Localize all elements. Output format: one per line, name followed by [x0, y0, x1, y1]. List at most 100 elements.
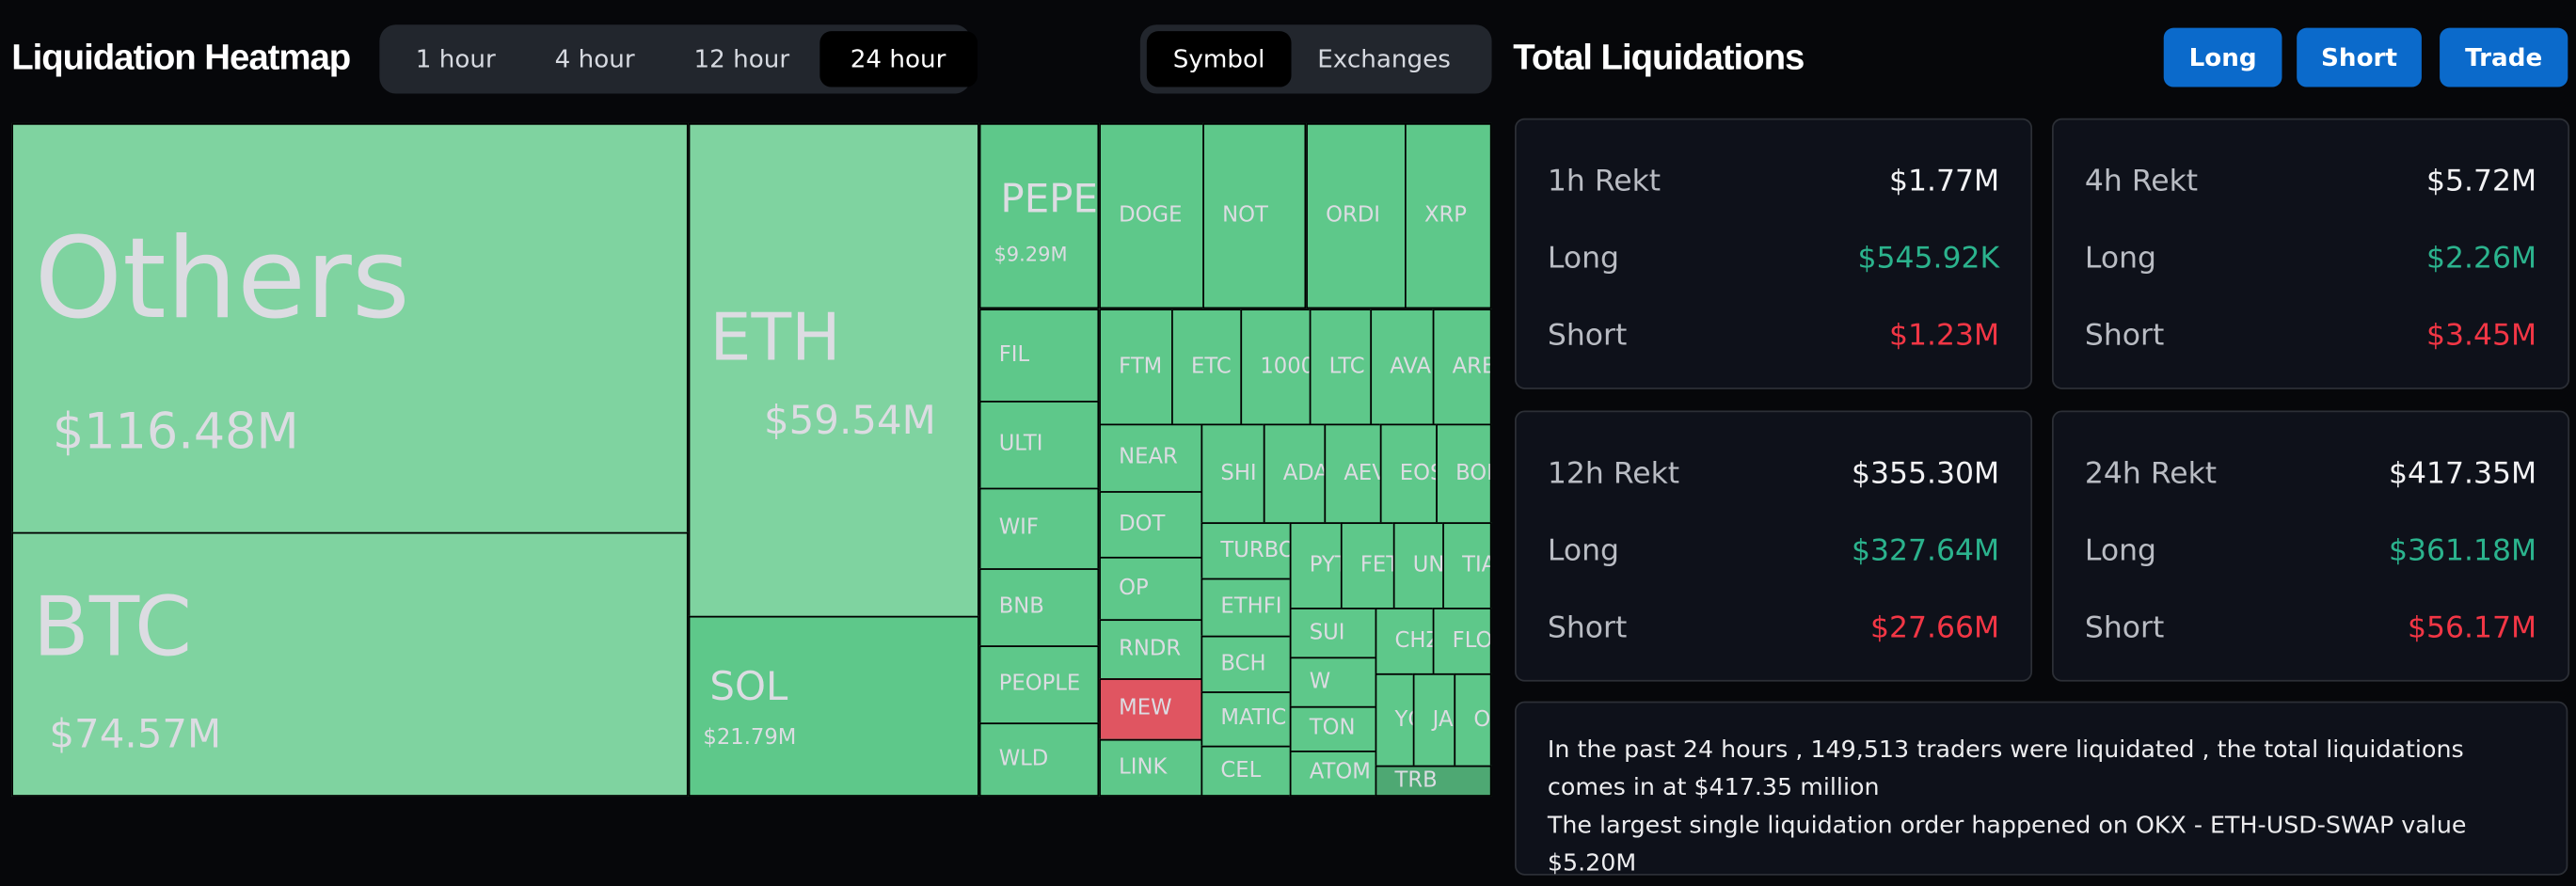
- cell-symbol: MATIC: [1220, 705, 1287, 732]
- treemap-cell-not[interactable]: NOT: [1202, 122, 1307, 309]
- cell-symbol: TRB: [1394, 768, 1438, 794]
- cell-symbol: ULTI: [998, 432, 1043, 457]
- treemap-cell-shi[interactable]: SHI: [1201, 423, 1265, 525]
- cell-value: $9.29M: [994, 243, 1068, 266]
- tab-1-hour[interactable]: 1 hour: [415, 44, 496, 74]
- treemap-cell-ja[interactable]: JA: [1412, 672, 1456, 767]
- treemap-cell-pepe[interactable]: PEPE $9.29M: [978, 122, 1100, 309]
- treemap-cell-cel[interactable]: CEL: [1201, 745, 1292, 797]
- cell-symbol: TURBO: [1220, 537, 1292, 563]
- treemap-cell-bch[interactable]: BCH: [1201, 635, 1292, 693]
- treemap-cell-flo[interactable]: FLO: [1432, 608, 1492, 675]
- treemap-cell-ethfi[interactable]: ETHFI: [1201, 577, 1292, 638]
- cell-symbol: PEPE: [1000, 175, 1098, 222]
- treemap-cell-eth[interactable]: ETH $59.54M: [688, 122, 979, 618]
- cell-symbol: EOS: [1399, 460, 1436, 486]
- cell-symbol: BNB: [998, 594, 1044, 620]
- rekt-row-short: Short $56.17M: [2085, 611, 2536, 646]
- trade-button[interactable]: Trade: [2440, 27, 2568, 87]
- treemap-cell-atom[interactable]: ATOM: [1289, 751, 1377, 797]
- cell-symbol: BCH: [1220, 651, 1266, 676]
- treemap-cell-arb[interactable]: ARB: [1432, 309, 1492, 426]
- treemap-cell-w[interactable]: W: [1289, 657, 1377, 708]
- treemap-cell-ton[interactable]: TON: [1289, 705, 1377, 752]
- cell-symbol: FTM: [1119, 354, 1163, 379]
- rekt-label: Long: [2084, 241, 2156, 277]
- treemap-cell-1000[interactable]: 1000: [1240, 309, 1312, 426]
- treemap-cell-op[interactable]: OP: [1099, 556, 1203, 622]
- treemap-cell-wld[interactable]: WLD: [978, 722, 1100, 797]
- tab-symbol[interactable]: Symbol: [1146, 31, 1292, 87]
- treemap-cell-xrp[interactable]: XRP: [1405, 122, 1492, 309]
- treemap-cell-rndr[interactable]: RNDR: [1099, 619, 1203, 680]
- cell-symbol: RNDR: [1119, 636, 1182, 661]
- treemap-cell-eos[interactable]: EOS: [1379, 423, 1438, 525]
- cell-symbol: SOL: [709, 663, 788, 710]
- tab-4-hour[interactable]: 4 hour: [554, 44, 635, 74]
- treemap-cell-wif[interactable]: WIF: [978, 487, 1100, 570]
- cell-symbol: SUI: [1309, 620, 1345, 645]
- treemap-cell-yg[interactable]: YG: [1375, 672, 1417, 767]
- treemap-cell-ftm[interactable]: FTM: [1099, 309, 1173, 426]
- total-liquidations-title: Total Liquidations: [1513, 36, 1805, 78]
- treemap-cell-boi[interactable]: BOI: [1436, 423, 1492, 525]
- treemap-cell-bnb[interactable]: BNB: [978, 568, 1100, 648]
- cell-symbol: ORDI: [1326, 202, 1380, 228]
- cell-value: $21.79M: [703, 725, 797, 752]
- treemap-cell-tia[interactable]: TIA: [1442, 522, 1492, 609]
- tab-24-hour[interactable]: 24 hour: [819, 31, 978, 87]
- treemap-cell-ava[interactable]: AVA: [1370, 309, 1435, 426]
- treemap-cell-others[interactable]: Others $116.48M: [11, 122, 689, 534]
- treemap-cell-un[interactable]: UN: [1392, 522, 1446, 609]
- rekt-row-short: Short $1.23M: [1548, 319, 1999, 354]
- heatmap-title: Liquidation Heatmap: [11, 36, 351, 78]
- cell-symbol: CHZ: [1394, 627, 1437, 654]
- treemap-cell-ltc[interactable]: LTC: [1309, 309, 1373, 426]
- cell-symbol: 1000: [1260, 354, 1312, 379]
- tab-12-hour[interactable]: 12 hour: [693, 44, 790, 74]
- cell-symbol: O: [1473, 706, 1491, 732]
- cell-symbol: UN: [1412, 552, 1445, 577]
- rekt-row-total: 4h Rekt $5.72M: [2085, 165, 2536, 199]
- treemap-cell-trb[interactable]: TRB: [1375, 765, 1492, 797]
- treemap-cell-near[interactable]: NEAR: [1099, 423, 1203, 493]
- treemap-cell-o[interactable]: O: [1454, 672, 1492, 767]
- long-button[interactable]: Long: [2163, 27, 2282, 87]
- tab-exchanges[interactable]: Exchanges: [1317, 44, 1451, 74]
- treemap-cell-btc[interactable]: BTC $74.57M: [11, 531, 689, 797]
- treemap-cell-sol[interactable]: SOL $21.79M: [688, 615, 979, 797]
- rekt-card: 24h Rekt $417.35M Long $361.18M Short $56.17M: [2052, 410, 2570, 682]
- treemap-cell-turbo[interactable]: TURBO: [1201, 522, 1292, 580]
- treemap-cell-ordi[interactable]: ORDI: [1306, 122, 1407, 309]
- treemap-cell-pyt[interactable]: PYT: [1289, 522, 1344, 609]
- treemap-cell-fil[interactable]: FIL: [978, 309, 1100, 403]
- treemap-cell-sui[interactable]: SUI: [1289, 608, 1377, 659]
- cell-symbol: ETC: [1190, 354, 1232, 379]
- treemap-cell-aev[interactable]: AEV: [1324, 423, 1382, 525]
- treemap-cell-ulti[interactable]: ULTI: [978, 401, 1100, 490]
- treemap-cell-link[interactable]: LINK: [1099, 738, 1203, 797]
- rekt-row-long: Long $361.18M: [2085, 534, 2536, 569]
- treemap-cell-people[interactable]: PEOPLE: [978, 645, 1100, 725]
- treemap-cell-doge[interactable]: DOGE: [1099, 122, 1204, 309]
- rekt-card: 4h Rekt $5.72M Long $2.26M Short $3.45M: [2052, 118, 2570, 389]
- rekt-row-total: 24h Rekt $417.35M: [2085, 456, 2536, 491]
- treemap-cell-matic[interactable]: MATIC: [1201, 691, 1292, 748]
- treemap-cell-dot[interactable]: DOT: [1099, 491, 1203, 559]
- treemap-cell-ada[interactable]: ADA: [1263, 423, 1327, 525]
- treemap-cell-chz[interactable]: CHZ: [1375, 608, 1437, 675]
- cell-symbol: CEL: [1220, 757, 1262, 783]
- rekt-row-long: Long $2.26M: [2085, 242, 2536, 277]
- cell-symbol: FIL: [998, 342, 1030, 368]
- rekt-value-short: $1.23M: [1889, 318, 2000, 354]
- cell-symbol: DOGE: [1119, 202, 1183, 228]
- rekt-label: 1h Rekt: [1547, 164, 1662, 199]
- cell-symbol: AVA: [1390, 354, 1431, 379]
- rekt-row-short: Short $3.45M: [2085, 319, 2536, 354]
- cell-symbol: LINK: [1119, 754, 1168, 780]
- treemap-cell-mew[interactable]: MEW: [1099, 678, 1203, 741]
- grouping-selector: Symbol Exchanges: [1139, 24, 1492, 94]
- treemap-cell-etc[interactable]: ETC: [1171, 309, 1243, 426]
- short-button[interactable]: Short: [2297, 27, 2422, 87]
- treemap-cell-fet[interactable]: FET: [1340, 522, 1397, 609]
